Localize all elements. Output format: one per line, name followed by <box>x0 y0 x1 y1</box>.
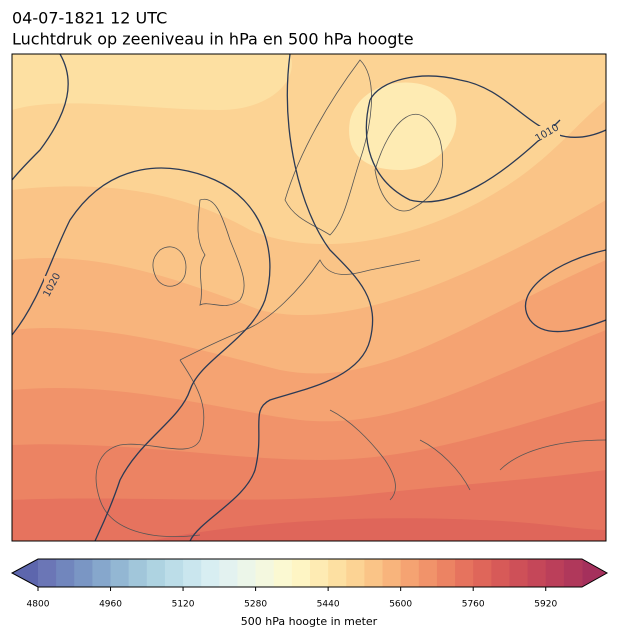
colorbar-under <box>12 559 38 587</box>
colorbar-label: 500 hPa hoogte in meter <box>241 615 378 628</box>
contour-label-bg <box>534 126 560 140</box>
coastline <box>374 113 444 212</box>
map-frame <box>11 53 607 542</box>
colorbar-band <box>237 559 257 587</box>
colorbar-band <box>563 559 583 587</box>
contour-label-bg <box>44 276 62 298</box>
colorbar-over <box>582 559 607 587</box>
isobar <box>524 249 606 333</box>
title-line1: 04-07-1821 12 UTC <box>12 9 167 28</box>
coastline <box>152 246 187 287</box>
colorbar-band <box>74 559 93 587</box>
colorbar-band <box>400 559 420 587</box>
colorbar-tick-label: 5920 <box>534 600 557 610</box>
colorbar-tick-label: 5440 <box>317 600 340 610</box>
colorbar-band <box>255 559 275 587</box>
isobar <box>365 99 561 203</box>
coastline <box>179 259 421 361</box>
colorbar-band <box>110 559 130 587</box>
colorbar-band <box>545 559 565 587</box>
colorbar-tick-label: 5760 <box>462 600 485 610</box>
isobar <box>12 167 271 541</box>
colorbar-band <box>164 559 184 587</box>
coastline <box>499 439 606 471</box>
title-line2: Luchtdruk op zeeniveau in hPa en 500 hPa… <box>12 30 414 49</box>
colorbar-band <box>473 559 492 587</box>
colorbar-band <box>92 559 112 587</box>
coastline <box>329 409 471 501</box>
colorbar-band <box>509 559 529 587</box>
colorbar-tick-label: 5600 <box>389 600 412 610</box>
isobar <box>369 75 606 138</box>
isobar <box>12 54 69 181</box>
colorbar: 4800 4960 5120 5280 5440 5600 5760 5920 <box>10 558 609 610</box>
colorbar-band <box>38 559 57 587</box>
colorbar-tick-label: 5280 <box>244 600 267 610</box>
colorbar-band <box>201 559 220 587</box>
isobar <box>189 54 374 541</box>
colorbar-band <box>364 559 384 587</box>
colorbar-band <box>273 559 293 587</box>
coastline <box>284 59 372 236</box>
colorbar-band <box>527 559 547 587</box>
colorbar-band <box>436 559 456 587</box>
map: 1020 1010 <box>12 54 606 541</box>
coastline <box>95 359 205 537</box>
colorbar-tick-label: 4960 <box>99 600 122 610</box>
colorbar-band <box>56 559 75 587</box>
colorbar-frame <box>10 558 609 588</box>
field-band <box>150 518 606 541</box>
colorbar-band <box>418 559 438 587</box>
colorbar-band <box>346 559 365 587</box>
colorbar-band <box>328 559 347 587</box>
colorbar-band <box>219 559 238 587</box>
colorbar-band <box>128 559 148 587</box>
colorbar-band <box>455 559 474 587</box>
colorbar-band <box>310 559 329 587</box>
colorbar-tick-label: 5120 <box>172 600 195 610</box>
colorbar-tick-label: 4800 <box>27 600 50 610</box>
colorbar-band <box>382 559 402 587</box>
colorbar-band <box>183 559 202 587</box>
coastline <box>197 198 245 306</box>
colorbar-band <box>291 559 311 587</box>
colorbar-band <box>491 559 510 587</box>
field-band <box>349 82 457 170</box>
colorbar-band <box>146 559 166 587</box>
field-band <box>12 54 292 110</box>
